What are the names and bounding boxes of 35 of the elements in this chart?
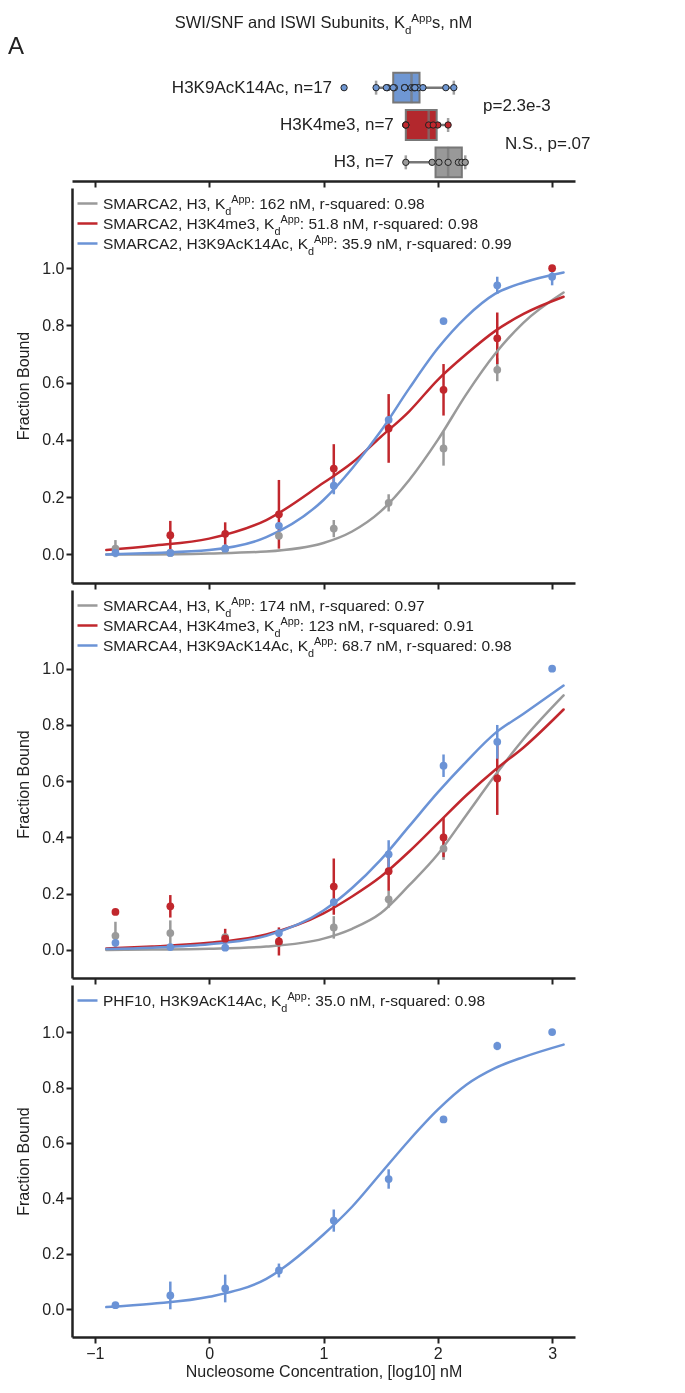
y-tick-label: 0.8	[42, 1079, 65, 1097]
y-tick-label: 0.6	[42, 374, 65, 392]
x-tick-label: 0	[205, 1344, 215, 1362]
y-tick-label: 0.4	[42, 431, 65, 449]
y-tick-label: 1.0	[42, 259, 65, 277]
y-tick-label: H3K4me3, n=7	[279, 115, 394, 134]
x-tick-label: 2	[433, 1344, 443, 1362]
y-tick-label: 1.0	[42, 1023, 65, 1041]
annotation: p=2.3e-3	[483, 96, 551, 116]
x-axis-title: Nucleosome Concentration, [log10] nM	[185, 1362, 463, 1380]
y-tick-label: 0.0	[42, 545, 65, 563]
y-tick-label: H3, n=7	[333, 152, 394, 172]
y-tick-label: H3K9AcK14Ac, n=17	[171, 77, 333, 97]
chart-title: SWI/SNF and ISWI Subunits, K$_{d}$$^{App}$s, nM	[174, 11, 473, 36]
y-tick-label: 0.0	[42, 941, 65, 959]
y-tick-label: 0.6	[42, 1134, 65, 1152]
y-tick-label: 1.0	[42, 660, 65, 678]
y-tick-label: 0.2	[42, 488, 65, 506]
y-tick-label: 0.2	[42, 1245, 65, 1263]
y-axis-title: Fraction Bound	[15, 1107, 33, 1216]
text: A	[8, 32, 25, 59]
x-tick-label: 3	[548, 1344, 558, 1362]
y-tick-label: 0.2	[42, 885, 65, 903]
annotation: N.S., p=.07	[505, 133, 591, 153]
y-axis-title: Fraction Bound	[15, 331, 33, 441]
y-tick-label: 0.6	[42, 772, 65, 790]
x-tick-label: 1	[319, 1344, 329, 1362]
x-tick-label: −1	[86, 1344, 105, 1362]
y-tick-label: 0.8	[42, 316, 65, 334]
y-tick-label: 0.4	[42, 828, 65, 846]
y-tick-label: 0.8	[42, 716, 65, 734]
y-axis-title: Fraction Bound	[15, 730, 33, 839]
y-tick-label: 0.0	[42, 1300, 65, 1318]
y-tick-label: 0.4	[42, 1189, 65, 1207]
legend-label: PHF10, H3K9AcK14Ac, K$_{d}$$^{App}$: 35.0 nM, r-squared: 0.98	[103, 989, 486, 1014]
